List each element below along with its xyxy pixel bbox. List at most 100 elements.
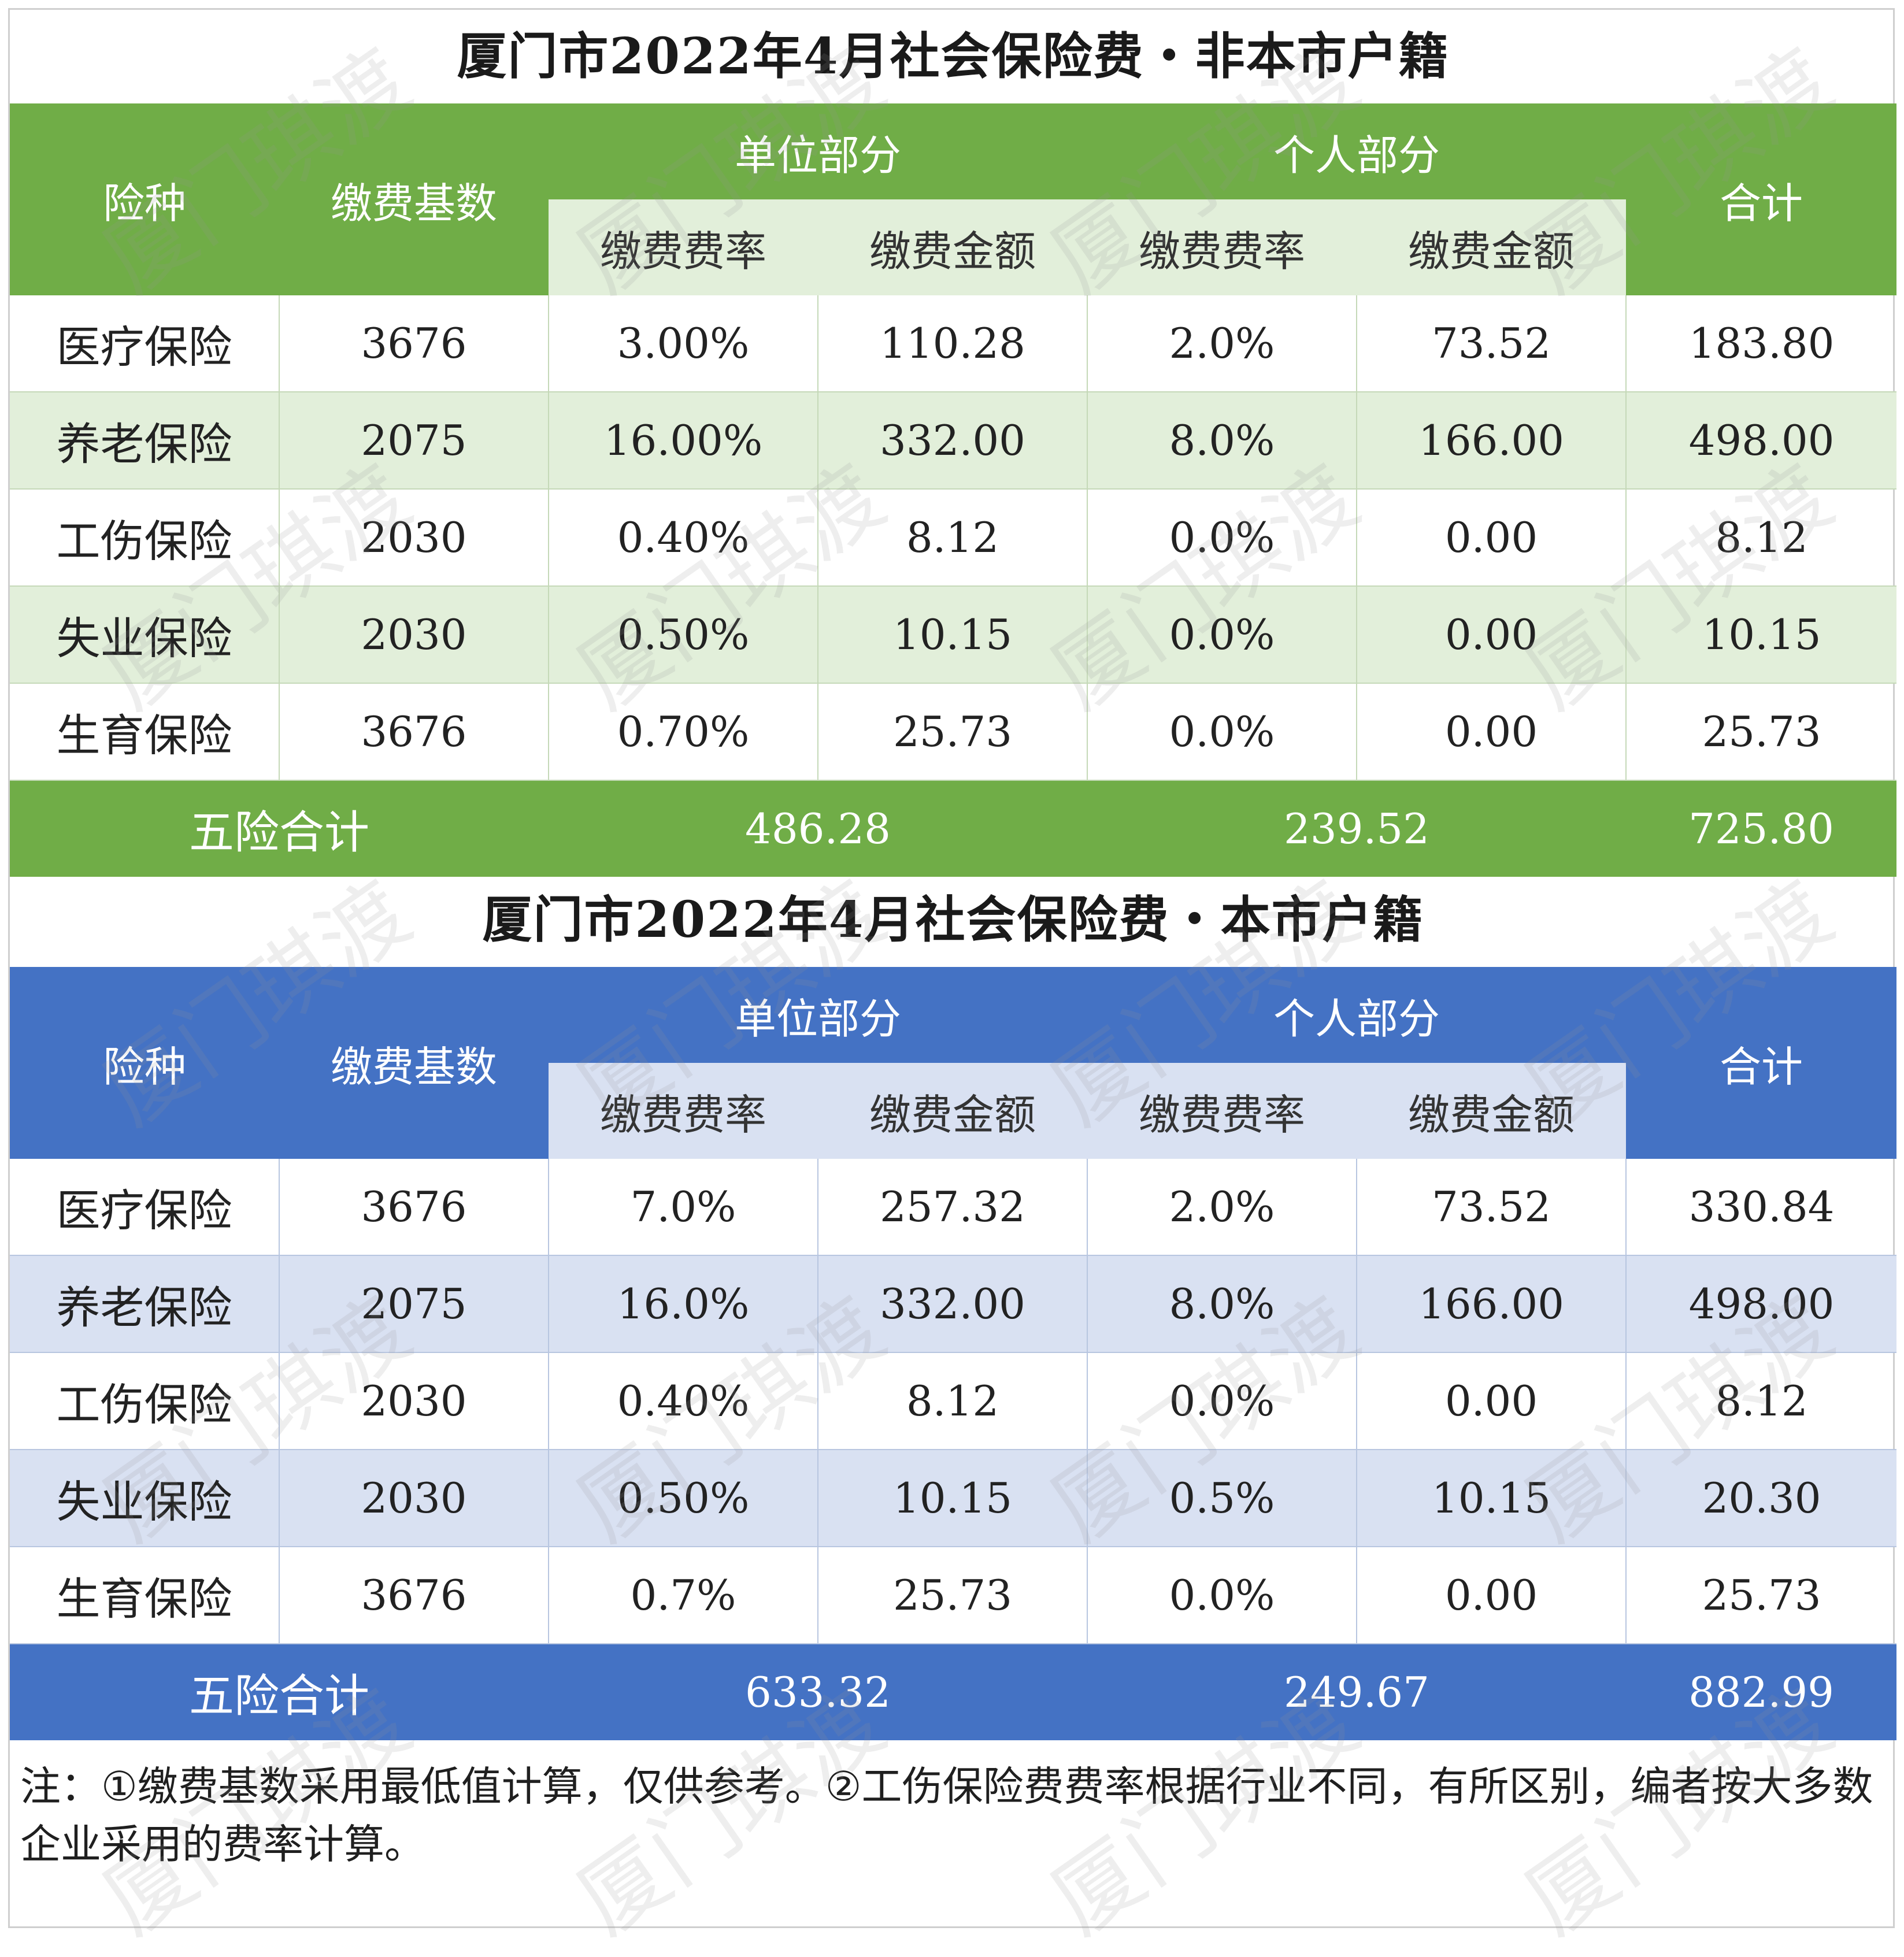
unit-amount: 25.73 — [818, 1547, 1088, 1644]
insurance-name: 生育保险 — [10, 683, 280, 781]
summary-row: 五险合计 633.32 249.67 882.99 — [10, 1644, 1897, 1740]
unit-amount: 10.15 — [818, 586, 1088, 684]
unit-rate: 3.00% — [549, 295, 818, 392]
personal-amount: 0.00 — [1357, 489, 1627, 587]
unit-amount: 8.12 — [818, 489, 1088, 587]
row-total: 25.73 — [1626, 1547, 1897, 1644]
personal-rate: 8.0% — [1087, 1255, 1358, 1353]
insurance-name: 失业保险 — [10, 1450, 280, 1547]
row-total: 20.30 — [1626, 1450, 1897, 1547]
row-total: 183.80 — [1626, 295, 1897, 392]
unit-rate: 0.40% — [549, 1352, 818, 1450]
table-title-nonlocal: 厦门市2022年4月社会保险费・非本市户籍 — [457, 27, 1450, 86]
personal-amount: 166.00 — [1357, 392, 1627, 490]
summary-grand-total: 882.99 — [1626, 1644, 1897, 1740]
insurance-name: 失业保险 — [10, 586, 280, 684]
table-row: 生育保险 3676 0.70% 25.73 0.0% 0.00 25.73 — [10, 683, 1897, 781]
unit-amount: 332.00 — [818, 1255, 1088, 1353]
personal-amount: 0.00 — [1357, 1352, 1627, 1450]
table-row: 失业保险 2030 0.50% 10.15 0.5% 10.15 20.30 — [10, 1450, 1897, 1547]
row-total: 498.00 — [1626, 1255, 1897, 1353]
header-type: 险种 — [10, 967, 279, 1159]
row-total: 330.84 — [1626, 1159, 1897, 1256]
base-value: 3676 — [279, 1547, 549, 1644]
personal-amount: 73.52 — [1357, 1159, 1627, 1256]
subheader-unit-amount: 缴费金额 — [818, 199, 1088, 295]
insurance-table-local: 险种 缴费基数 单位部分 个人部分 合计 缴费费率 缴费金额 缴费费率 缴费金额… — [10, 967, 1897, 1740]
personal-amount: 0.00 — [1357, 1547, 1627, 1644]
personal-rate: 0.0% — [1087, 1547, 1358, 1644]
unit-rate: 16.00% — [549, 392, 818, 490]
subheader-unit-rate: 缴费费率 — [549, 199, 818, 295]
unit-rate: 0.50% — [549, 1450, 818, 1547]
table-row: 医疗保险 3676 7.0% 257.32 2.0% 73.52 330.84 — [10, 1159, 1897, 1256]
personal-rate: 0.0% — [1087, 489, 1358, 587]
personal-rate: 0.0% — [1087, 1352, 1358, 1450]
insurance-table-nonlocal: 险种 缴费基数 单位部分 个人部分 合计 缴费费率 缴费金额 缴费费率 缴费金额… — [10, 103, 1897, 877]
summary-grand-total: 725.80 — [1626, 780, 1897, 877]
table-row: 养老保险 2075 16.00% 332.00 8.0% 166.00 498.… — [10, 392, 1897, 490]
table-row: 养老保险 2075 16.0% 332.00 8.0% 166.00 498.0… — [10, 1255, 1897, 1353]
row-total: 10.15 — [1626, 586, 1897, 684]
subheader-personal-rate: 缴费费率 — [1087, 199, 1357, 295]
base-value: 2030 — [279, 1352, 549, 1450]
unit-amount: 332.00 — [818, 392, 1088, 490]
header-base: 缴费基数 — [279, 967, 549, 1159]
header-unit-part: 单位部分 — [549, 967, 1088, 1063]
unit-rate: 0.70% — [549, 683, 818, 781]
personal-rate: 0.5% — [1087, 1450, 1358, 1547]
insurance-name: 医疗保险 — [10, 1159, 280, 1256]
personal-rate: 2.0% — [1087, 295, 1358, 392]
personal-amount: 73.52 — [1357, 295, 1627, 392]
table-row: 工伤保险 2030 0.40% 8.12 0.0% 0.00 8.12 — [10, 1352, 1897, 1450]
unit-rate: 7.0% — [549, 1159, 818, 1256]
table-row: 生育保险 3676 0.7% 25.73 0.0% 0.00 25.73 — [10, 1547, 1897, 1644]
unit-amount: 110.28 — [818, 295, 1088, 392]
personal-amount: 166.00 — [1357, 1255, 1627, 1353]
subheader-unit-rate: 缴费费率 — [549, 1063, 818, 1159]
header-type: 险种 — [10, 103, 279, 295]
unit-amount: 10.15 — [818, 1450, 1088, 1547]
insurance-name: 养老保险 — [10, 392, 280, 490]
subheader-personal-amount: 缴费金额 — [1357, 199, 1627, 295]
unit-rate: 16.0% — [549, 1255, 818, 1353]
summary-row: 五险合计 486.28 239.52 725.80 — [10, 780, 1897, 877]
table-title-local: 厦门市2022年4月社会保险费・本市户籍 — [482, 891, 1424, 949]
unit-amount: 25.73 — [818, 683, 1088, 781]
summary-unit-total: 486.28 — [549, 780, 1088, 877]
personal-amount: 10.15 — [1357, 1450, 1627, 1547]
summary-label: 五险合计 — [10, 1644, 549, 1740]
unit-rate: 0.50% — [549, 586, 818, 684]
personal-amount: 0.00 — [1357, 586, 1627, 684]
unit-amount: 257.32 — [818, 1159, 1088, 1256]
subheader-personal-rate: 缴费费率 — [1087, 1063, 1357, 1159]
table-row: 失业保险 2030 0.50% 10.15 0.0% 0.00 10.15 — [10, 586, 1897, 684]
personal-rate: 0.0% — [1087, 586, 1358, 684]
summary-label: 五险合计 — [10, 780, 549, 877]
row-total: 25.73 — [1626, 683, 1897, 781]
base-value: 2075 — [279, 392, 549, 490]
insurance-name: 工伤保险 — [10, 1352, 280, 1450]
personal-amount: 0.00 — [1357, 683, 1627, 781]
base-value: 2030 — [279, 489, 549, 587]
base-value: 2030 — [279, 586, 549, 684]
base-value: 3676 — [279, 1159, 549, 1256]
unit-rate: 0.40% — [549, 489, 818, 587]
base-value: 3676 — [279, 683, 549, 781]
row-total: 8.12 — [1626, 489, 1897, 587]
insurance-name: 养老保险 — [10, 1255, 280, 1353]
header-personal-part: 个人部分 — [1087, 103, 1627, 199]
header-personal-part: 个人部分 — [1087, 967, 1627, 1063]
header-total: 合计 — [1626, 103, 1897, 295]
header-total: 合计 — [1626, 967, 1897, 1159]
personal-rate: 2.0% — [1087, 1159, 1358, 1256]
footnote: 注：①缴费基数采用最低值计算，仅供参考。②工伤保险费费率根据行业不同，有所区别，… — [20, 1763, 1873, 1868]
subheader-personal-amount: 缴费金额 — [1357, 1063, 1627, 1159]
base-value: 3676 — [279, 295, 549, 392]
table-row: 工伤保险 2030 0.40% 8.12 0.0% 0.00 8.12 — [10, 489, 1897, 587]
row-total: 8.12 — [1626, 1352, 1897, 1450]
subheader-unit-amount: 缴费金额 — [818, 1063, 1088, 1159]
table-row: 医疗保险 3676 3.00% 110.28 2.0% 73.52 183.80 — [10, 295, 1897, 392]
header-base: 缴费基数 — [279, 103, 549, 295]
insurance-name: 生育保险 — [10, 1547, 280, 1644]
